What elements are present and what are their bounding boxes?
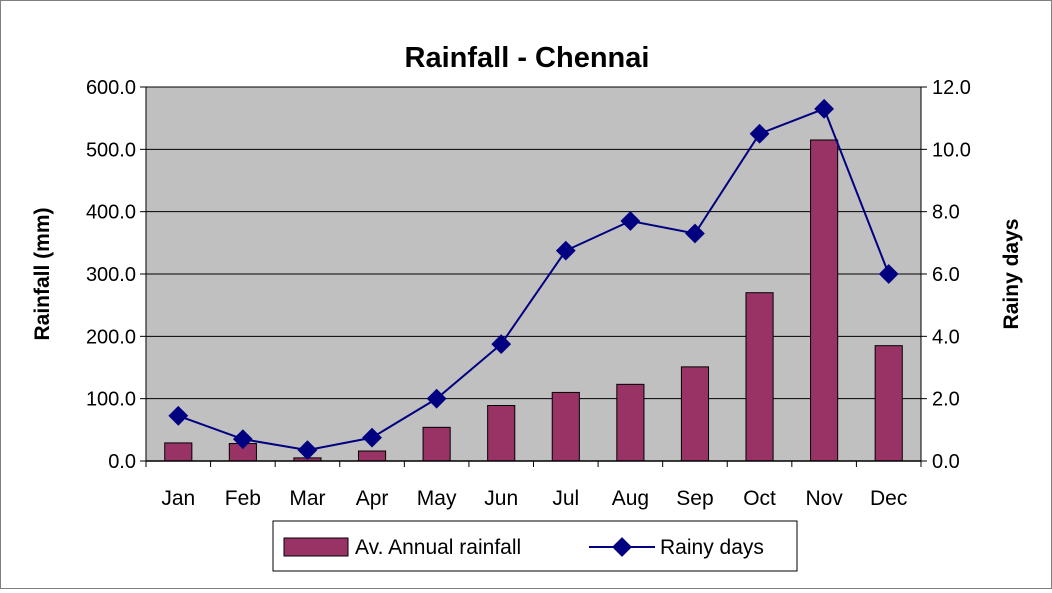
x-tick-label-oct: Oct [743, 487, 776, 510]
rainfall-bar-dec [874, 345, 903, 462]
y-tick-label: 500.0 [86, 139, 136, 161]
y-axis-label: Rainfall (mm) [31, 207, 54, 340]
y-tick-label: 600.0 [86, 77, 136, 99]
rainfall-bar-nov [810, 139, 839, 462]
y-tick-label: 300.0 [86, 264, 136, 286]
rainfall-bar-jun [487, 405, 516, 462]
x-tick-label-may: May [417, 487, 457, 510]
rainy-days-marker-feb [232, 429, 253, 450]
rainy-days-marker-jan [168, 405, 189, 426]
x-tick-label-sep: Sep [676, 487, 713, 510]
rainy-days-marker-apr [362, 427, 382, 448]
x-axis-ticks: Jan Feb Mar Apr May Jun Jul Aug Sep Oct Nov Dec [145, 461, 922, 510]
rainfall-bar-sep [680, 366, 710, 462]
x-tick-label-mar: Mar [289, 487, 325, 510]
x-tick-label-dec: Dec [870, 487, 907, 510]
rainfall-bar-apr [357, 450, 387, 462]
legend-bar-label: Av. Annual rainfall [355, 536, 521, 559]
y-tick-label: 400.0 [86, 202, 136, 224]
y-tick-label: 100.0 [86, 389, 136, 411]
y2-tick-label: 10.0 [932, 139, 971, 161]
y2-tick-label: 0.0 [932, 451, 960, 473]
x-tick-label-aug: Aug [612, 487, 649, 510]
x-tick-label-nov: Nov [805, 487, 843, 510]
x-tick-label-jan: Jan [161, 487, 195, 510]
y2-axis-ticks: 0.0 2.0 4.0 6.0 8.0 10.0 12.0 [921, 77, 971, 473]
gridlines [146, 86, 921, 400]
rainfall-bar-may [422, 426, 451, 462]
y2-tick-label: 4.0 [932, 326, 960, 348]
y-axis-ticks: 0.0 100.0 200.0 300.0 400.0 500.0 600.0 [86, 77, 146, 473]
rainy-days-line [177, 107, 890, 452]
rainfall-bar-aug [616, 383, 645, 462]
y2-axis-label: Rainy days [1000, 219, 1023, 330]
legend: Av. Annual rainfall Rainy days [272, 520, 798, 572]
rainy-days-marker-dec [878, 264, 899, 284]
rainy-days-marker-may [426, 388, 447, 409]
chart-title: Rainfall - Chennai [405, 42, 650, 74]
rainfall-bar-jan [164, 442, 193, 462]
y2-tick-label: 2.0 [932, 389, 960, 411]
y2-tick-label: 12.0 [932, 77, 971, 99]
y2-tick-label: 8.0 [932, 202, 960, 224]
x-tick-label-jun: Jun [484, 487, 518, 510]
x-tick-label-feb: Feb [225, 487, 261, 510]
legend-line-marker [612, 537, 632, 557]
y-tick-label: 200.0 [86, 326, 136, 348]
rainfall-bar-jul [551, 391, 580, 462]
bar-series [164, 139, 903, 462]
x-tick-label-apr: Apr [356, 487, 389, 510]
rainy-days-marker-mar [297, 440, 318, 460]
y2-tick-label: 6.0 [932, 264, 960, 286]
legend-bar-swatch [283, 537, 349, 557]
legend-box [272, 520, 798, 572]
y-tick-label: 0.0 [108, 451, 136, 473]
rainy-days-marker-jun [491, 334, 512, 355]
rainfall-bar-oct [745, 292, 774, 462]
legend-line-label: Rainy days [660, 536, 764, 559]
x-tick-label-jul: Jul [552, 487, 579, 510]
